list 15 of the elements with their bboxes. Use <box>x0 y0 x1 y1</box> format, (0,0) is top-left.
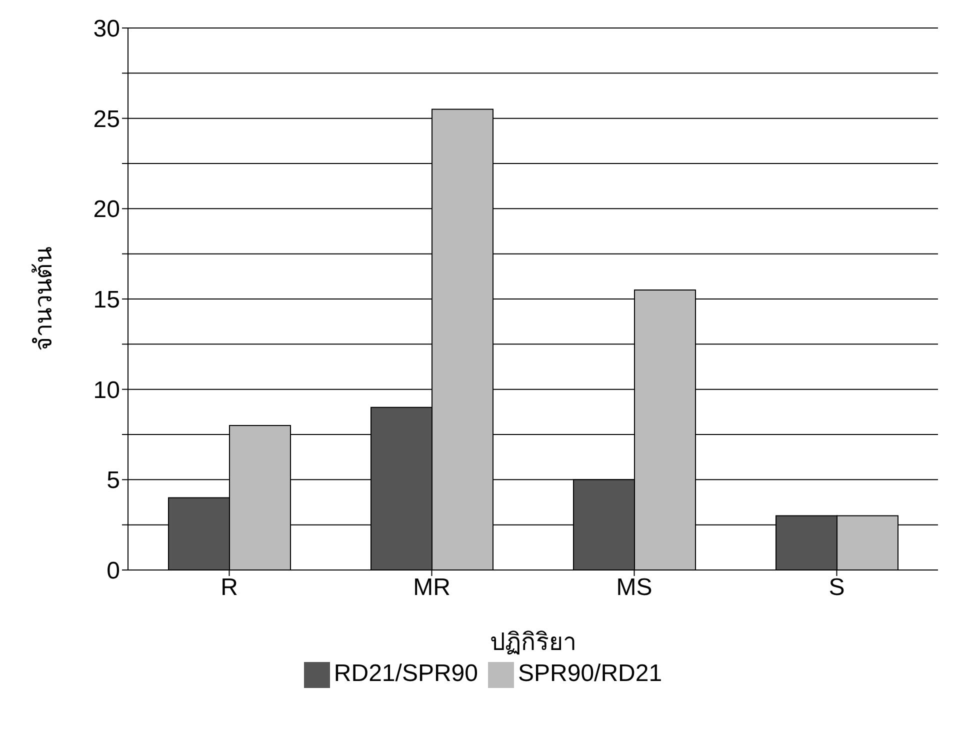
legend-label: SPR90/RD21 <box>518 660 662 687</box>
x-tick-label: MS <box>616 574 652 602</box>
x-tick-label: MR <box>413 574 450 602</box>
x-tick-label: S <box>828 574 845 602</box>
y-axis-title: จำนวนต้น <box>30 247 58 351</box>
y-tick-label: 25 <box>93 106 120 133</box>
y-tick-label: 30 <box>93 16 120 43</box>
legend-label: RD21/SPR90 <box>334 660 478 687</box>
y-tick-label: 5 <box>106 467 120 494</box>
y-tick-label: 10 <box>93 376 120 404</box>
y-tick-label: 0 <box>106 558 120 585</box>
x-axis-title: ปฏิกิริยา <box>490 629 576 656</box>
y-tick-label: 15 <box>93 286 120 314</box>
x-tick-label: R <box>220 574 238 602</box>
y-tick-label: 20 <box>93 196 120 224</box>
